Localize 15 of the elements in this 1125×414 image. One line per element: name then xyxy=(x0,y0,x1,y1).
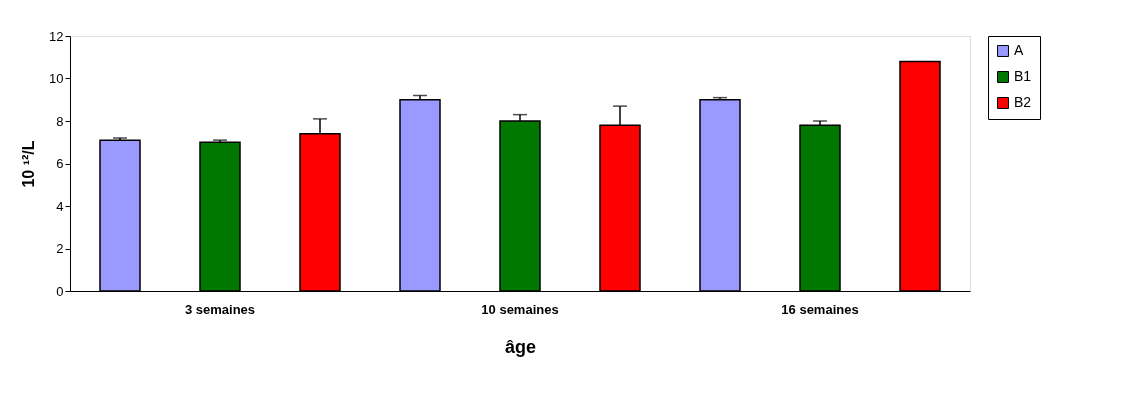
y-tick-label: 8 xyxy=(56,113,64,129)
x-axis-title: âge xyxy=(504,336,537,357)
legend-label: B2 xyxy=(1014,94,1032,110)
y-tick-label: 4 xyxy=(56,198,64,214)
x-tick-label: 16 semaines xyxy=(781,301,859,317)
y-tick-label: 12 xyxy=(49,28,64,44)
legend-label: B1 xyxy=(1014,68,1032,84)
y-axis-title: 10 ¹²/L xyxy=(20,140,38,188)
y-tick-label: 0 xyxy=(56,283,64,299)
legend-label: A xyxy=(1014,42,1024,58)
y-tick-label: 10 xyxy=(49,71,64,86)
x-tick-label: 10 semaines xyxy=(481,301,559,317)
y-tick-label: 2 xyxy=(56,241,64,256)
x-tick-label: 3 semaines xyxy=(184,301,256,317)
y-tick-label: 6 xyxy=(56,156,64,171)
